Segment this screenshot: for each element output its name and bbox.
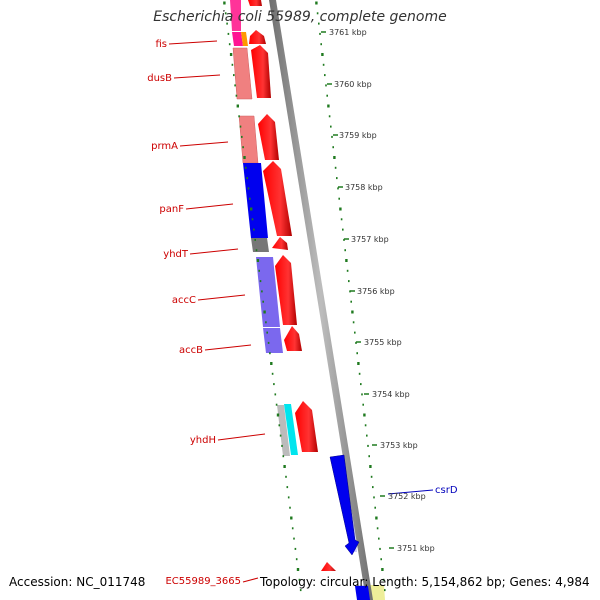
- leader-panF: [185, 203, 234, 210]
- tick-label-3760: 3760 kbp: [334, 80, 372, 89]
- accession-text: Accession: NC_011748: [9, 575, 146, 589]
- gene-label-accC: accC: [172, 295, 196, 306]
- cog-block-prmA: [238, 115, 259, 164]
- gene-arrow-fis: [248, 0, 262, 6]
- tick-label-3753: 3753 kbp: [380, 441, 418, 450]
- gene-label-yhdT: yhdT: [163, 249, 189, 260]
- gene-label-EC55989_3665: EC55989_3665: [165, 576, 241, 587]
- cog-block-dusB: [232, 47, 253, 100]
- gene-arrow-accB: [284, 326, 302, 351]
- leader-accC: [197, 294, 246, 301]
- leader-accB: [204, 344, 252, 351]
- gene-labels: fis dusB prmA panF yhdT accC accB yhdH c…: [147, 39, 458, 587]
- gene-arrow-fis-b: [249, 30, 266, 44]
- leader-yhdH: [217, 433, 266, 441]
- cog-block-yhdH-1: [277, 405, 290, 456]
- cog-block-fis-3: [241, 32, 248, 46]
- forward-strand-genes: [248, 0, 336, 571]
- reverse-strand-genes: [329, 454, 370, 600]
- cog-block-accB: [263, 328, 283, 353]
- gene-label-accB: accB: [179, 345, 203, 356]
- gene-label-yhdH: yhdH: [190, 435, 216, 446]
- leader-fis: [168, 40, 218, 45]
- topology-text: Topology: circular; Length: 5,154,862 bp…: [260, 575, 590, 589]
- gene-arrow-end: [355, 586, 370, 600]
- gene-arrow-csrD: [329, 454, 360, 556]
- cog-block-yhdH-2: [284, 404, 298, 455]
- gene-label-prmA: prmA: [151, 141, 178, 152]
- cog-block-yhdT: [251, 238, 269, 252]
- genome-backbone: [269, 0, 373, 600]
- gene-label-csrD: csrD: [435, 485, 458, 496]
- leader-EC55989_3665: [242, 577, 259, 583]
- cog-block-fis-1: [230, 0, 241, 31]
- label-leaders: [168, 40, 434, 583]
- cog-block-accC: [256, 257, 280, 327]
- gene-arrow-EC55989_3665: [321, 562, 336, 571]
- tick-label-3754: 3754 kbp: [372, 390, 410, 399]
- leader-yhdT: [189, 248, 239, 255]
- tick-label-3755: 3755 kbp: [364, 338, 402, 347]
- tick-label-3761: 3761 kbp: [329, 28, 367, 37]
- tick-label-3752: 3752 kbp: [388, 492, 426, 501]
- gene-arrow-panF: [263, 161, 292, 236]
- tick-label-3751: 3751 kbp: [397, 544, 435, 553]
- tick-rings: [223, 1, 394, 592]
- cog-block-fis-2: [232, 32, 243, 46]
- gene-label-panF: panF: [159, 204, 184, 215]
- gene-arrow-accC: [275, 255, 297, 325]
- tick-label-3759: 3759 kbp: [339, 131, 377, 140]
- tick-label-3757: 3757 kbp: [351, 235, 389, 244]
- gene-arrow-yhdT: [272, 237, 288, 250]
- cog-block-panF: [243, 163, 268, 238]
- gene-arrow-dusB: [251, 45, 271, 98]
- map-title: Escherichia coli 55989, complete genome: [153, 9, 447, 25]
- tick-label-3758: 3758 kbp: [345, 183, 383, 192]
- leader-prmA: [179, 141, 229, 147]
- leader-csrD: [387, 489, 434, 495]
- gene-label-dusB: dusB: [147, 73, 172, 84]
- gene-arrow-prmA: [258, 114, 279, 160]
- leader-dusB: [173, 74, 221, 79]
- gene-label-fis: fis: [155, 39, 167, 50]
- tick-labels: 3761 kbp 3760 kbp 3759 kbp 3758 kbp 3757…: [329, 28, 435, 553]
- tick-label-3756: 3756 kbp: [357, 287, 395, 296]
- gene-arrow-yhdH: [295, 401, 318, 452]
